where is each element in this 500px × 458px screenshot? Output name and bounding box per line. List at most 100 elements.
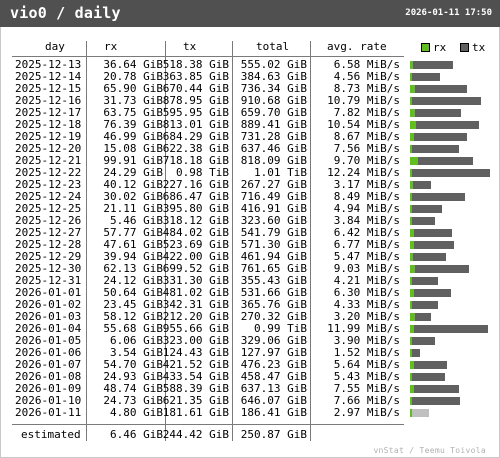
estimated-rx: 6.46 GiB bbox=[110, 428, 163, 441]
total-cell: 659.70 GiB bbox=[240, 106, 307, 119]
tx-bar-segment bbox=[412, 337, 435, 345]
avg-rate-cell: 4.33 MiB/s bbox=[333, 298, 400, 311]
rx-bar-segment bbox=[410, 397, 412, 405]
day-cell: 2025-12-21 bbox=[15, 154, 82, 167]
avg-rate-cell: 3.84 MiB/s bbox=[333, 214, 400, 227]
avg-rate-cell: 7.55 MiB/s bbox=[333, 382, 400, 395]
total-cell: 323.60 GiB bbox=[240, 214, 307, 227]
table-row: 2026-01-09 48.74 GiB 588.39 GiB 637.13 GiB 7… bbox=[0, 383, 500, 395]
total-cell: 889.41 GiB bbox=[240, 118, 307, 131]
tx-bar-segment bbox=[412, 97, 481, 105]
day-cell: 2025-12-28 bbox=[15, 238, 82, 251]
day-cell: 2026-01-02 bbox=[15, 298, 82, 311]
avg-rate-cell: 3.20 MiB/s bbox=[333, 310, 400, 323]
avg-rate-cell: 8.73 MiB/s bbox=[333, 82, 400, 95]
tx-bar-segment bbox=[412, 73, 440, 81]
rx-cell: 36.64 GiB bbox=[103, 58, 163, 71]
avg-rate-cell: 5.47 MiB/s bbox=[333, 250, 400, 263]
tx-cell: 363.85 GiB bbox=[162, 70, 229, 83]
tx-cell: 813.01 GiB bbox=[162, 118, 229, 131]
avg-rate-cell: 9.03 MiB/s bbox=[333, 262, 400, 275]
tx-cell: 331.30 GiB bbox=[162, 274, 229, 287]
rx-cell: 24.73 GiB bbox=[103, 394, 163, 407]
tx-bar-segment bbox=[414, 229, 452, 237]
table-row: 2026-01-02 23.45 GiB 342.31 GiB 365.76 GiB 4… bbox=[0, 299, 500, 311]
rx-cell: 24.12 GiB bbox=[103, 274, 163, 287]
rx-bar-segment bbox=[410, 349, 412, 357]
rx-cell: 20.78 GiB bbox=[103, 70, 163, 83]
total-cell: 736.34 GiB bbox=[240, 82, 307, 95]
day-cell: 2025-12-14 bbox=[15, 70, 82, 83]
rx-cell: 24.29 GiB bbox=[103, 166, 163, 179]
tx-bar-segment bbox=[412, 409, 429, 417]
tx-bar-segment bbox=[412, 169, 490, 177]
tx-cell: 484.02 GiB bbox=[162, 226, 229, 239]
rx-bar-segment bbox=[410, 289, 414, 297]
tx-cell: 523.69 GiB bbox=[162, 238, 229, 251]
estimated-label: estimated bbox=[21, 428, 81, 441]
total-cell: 458.47 GiB bbox=[240, 370, 307, 383]
rx-bar-segment bbox=[410, 337, 412, 345]
table-row: 2026-01-06 3.54 GiB 124.43 GiB 127.97 GiB 1.… bbox=[0, 347, 500, 359]
avg-rate-cell: 7.82 MiB/s bbox=[333, 106, 400, 119]
tx-bar-segment bbox=[413, 253, 446, 261]
table-row: 2026-01-07 54.70 GiB 421.52 GiB 476.23 GiB 5… bbox=[0, 359, 500, 371]
day-cell: 2025-12-13 bbox=[15, 58, 82, 71]
tx-cell: 595.95 GiB bbox=[162, 106, 229, 119]
total-cell: 818.09 GiB bbox=[240, 154, 307, 167]
tx-bar-segment bbox=[412, 193, 465, 201]
header-tx: tx bbox=[183, 40, 197, 53]
tx-bar-segment bbox=[412, 277, 438, 285]
day-cell: 2026-01-09 bbox=[15, 382, 82, 395]
day-cell: 2025-12-29 bbox=[15, 250, 82, 263]
day-cell: 2025-12-27 bbox=[15, 226, 82, 239]
avg-rate-cell: 4.94 MiB/s bbox=[333, 202, 400, 215]
tx-cell: 699.52 GiB bbox=[162, 262, 229, 275]
tx-cell: 433.54 GiB bbox=[162, 370, 229, 383]
day-cell: 2025-12-16 bbox=[15, 94, 82, 107]
tx-cell: 0.98 TiB bbox=[176, 166, 229, 179]
total-cell: 461.94 GiB bbox=[240, 250, 307, 263]
total-cell: 270.32 GiB bbox=[240, 310, 307, 323]
tx-bar-segment bbox=[415, 265, 469, 273]
rx-cell: 62.13 GiB bbox=[103, 262, 163, 275]
total-cell: 0.99 TiB bbox=[254, 322, 307, 335]
avg-rate-cell: 5.64 MiB/s bbox=[333, 358, 400, 371]
avg-rate-cell: 10.54 MiB/s bbox=[327, 118, 400, 131]
tx-cell: 684.29 GiB bbox=[162, 130, 229, 143]
rx-bar-segment bbox=[410, 97, 412, 105]
rx-cell: 55.68 GiB bbox=[103, 322, 163, 335]
avg-rate-cell: 9.70 MiB/s bbox=[333, 154, 400, 167]
rx-bar-segment bbox=[410, 169, 412, 177]
rx-cell: 58.12 GiB bbox=[103, 310, 163, 323]
day-cell: 2026-01-05 bbox=[15, 334, 82, 347]
header-day: day bbox=[45, 40, 65, 53]
divider bbox=[232, 41, 233, 441]
rx-cell: 57.77 GiB bbox=[103, 226, 163, 239]
tx-cell: 718.18 GiB bbox=[162, 154, 229, 167]
rx-cell: 40.12 GiB bbox=[103, 178, 163, 191]
rx-cell: 63.75 GiB bbox=[103, 106, 163, 119]
header-avg-rate: avg. rate bbox=[327, 40, 387, 53]
table-row: 2025-12-18 76.39 GiB 813.01 GiB 889.41 GiB 1… bbox=[0, 119, 500, 131]
estimated-total: 250.87 GiB bbox=[240, 428, 307, 441]
table-row: 2025-12-27 57.77 GiB 484.02 GiB 541.79 GiB 6… bbox=[0, 227, 500, 239]
table-row: 2025-12-20 15.08 GiB 622.38 GiB 637.46 GiB 7… bbox=[0, 143, 500, 155]
total-cell: 531.66 GiB bbox=[240, 286, 307, 299]
tx-cell: 318.12 GiB bbox=[162, 214, 229, 227]
title-bar: vio0 / daily 2026-01-11 17:50 bbox=[0, 0, 500, 27]
tx-cell: 342.31 GiB bbox=[162, 298, 229, 311]
day-cell: 2025-12-25 bbox=[15, 202, 82, 215]
table-row: 2025-12-23 40.12 GiB 227.16 GiB 267.27 GiB 3… bbox=[0, 179, 500, 191]
tx-bar-segment bbox=[412, 397, 460, 405]
tx-cell: 212.20 GiB bbox=[162, 310, 229, 323]
rx-bar-segment bbox=[410, 265, 415, 273]
day-cell: 2025-12-15 bbox=[15, 82, 82, 95]
tx-cell: 670.44 GiB bbox=[162, 82, 229, 95]
tx-bar-segment bbox=[418, 157, 473, 165]
tx-cell: 955.66 GiB bbox=[162, 322, 229, 335]
day-cell: 2025-12-24 bbox=[15, 190, 82, 203]
total-cell: 384.63 GiB bbox=[240, 70, 307, 83]
rx-bar-segment bbox=[410, 313, 415, 321]
tx-cell: 878.95 GiB bbox=[162, 94, 229, 107]
